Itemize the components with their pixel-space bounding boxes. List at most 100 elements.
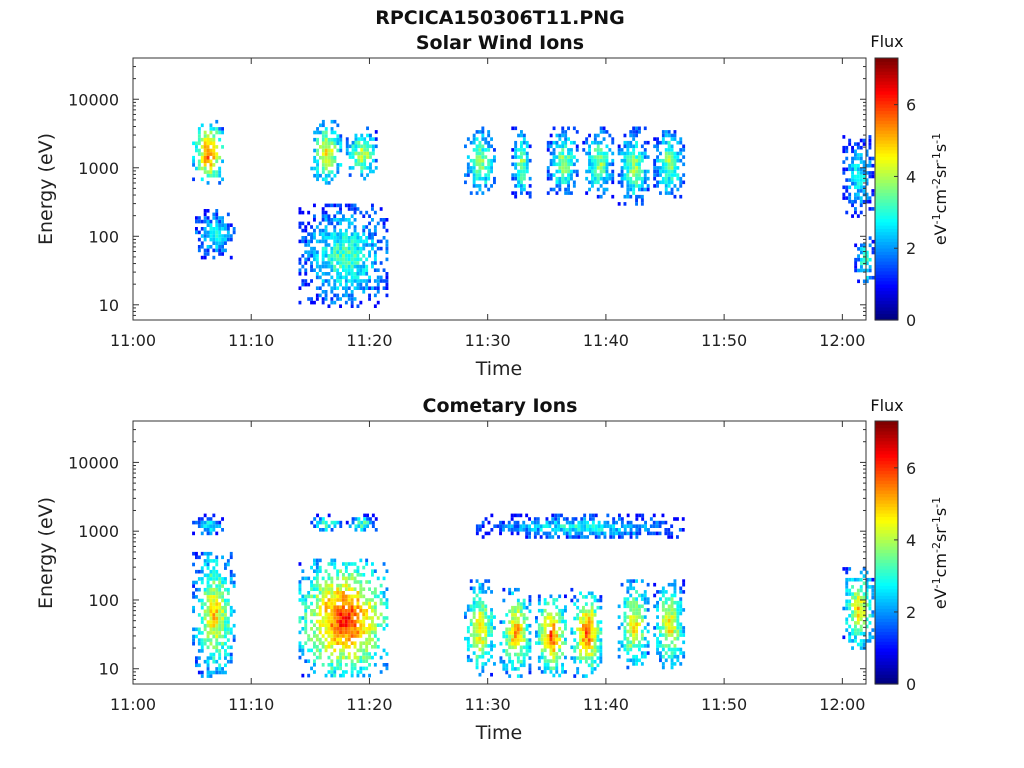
heatmap-cell <box>868 145 872 150</box>
heatmap-cell <box>623 140 627 145</box>
heatmap-cell <box>865 581 869 586</box>
heatmap-cell <box>640 155 644 159</box>
heatmap-cell <box>520 187 523 192</box>
heatmap-cell <box>546 176 550 181</box>
heatmap-cell <box>376 239 380 244</box>
heatmap-cell <box>376 616 380 620</box>
heatmap-cell <box>505 667 509 671</box>
heatmap-cell <box>640 618 644 623</box>
heatmap-cell <box>646 629 650 634</box>
heatmap-cell <box>525 649 529 653</box>
heatmap-cell <box>212 216 216 220</box>
heatmap-cell <box>664 658 668 663</box>
heatmap-cell <box>209 227 213 231</box>
heatmap-cell <box>679 622 683 627</box>
y-tick-label: 100 <box>88 591 119 610</box>
heatmap-cell <box>209 152 213 156</box>
heatmap-cell <box>333 214 337 218</box>
heatmap-cell <box>315 565 319 570</box>
heatmap-cell <box>333 250 337 254</box>
heatmap-cell <box>350 609 354 613</box>
heatmap-cell <box>318 286 322 290</box>
heatmap-cell <box>200 227 204 231</box>
heatmap-cell <box>644 524 647 528</box>
heatmap-cell <box>517 133 520 138</box>
heatmap-cell <box>197 159 201 164</box>
heatmap-cell <box>359 666 363 671</box>
heatmap-cell <box>359 630 363 635</box>
heatmap-cell <box>365 272 369 276</box>
heatmap-cell <box>209 616 213 621</box>
heatmap-cell <box>593 155 597 159</box>
heatmap-cell <box>350 612 354 617</box>
heatmap-cell <box>327 155 331 160</box>
heatmap-cell <box>667 140 671 145</box>
heatmap-cell <box>359 268 363 272</box>
colorbar-segment <box>875 287 898 292</box>
heatmap-cell <box>558 612 562 617</box>
heatmap-cell <box>519 513 523 518</box>
heatmap-cell <box>316 177 319 182</box>
heatmap-cell <box>318 648 322 653</box>
heatmap-cell <box>313 268 316 272</box>
heatmap-cell <box>478 187 482 192</box>
heatmap-cell <box>478 155 482 159</box>
heatmap-cell <box>670 133 674 138</box>
colorbar-segment <box>875 519 898 524</box>
heatmap-cell <box>856 617 860 622</box>
heatmap-cell <box>212 520 216 525</box>
heatmap-cell <box>339 616 342 620</box>
heatmap-cell <box>670 662 674 666</box>
heatmap-cell <box>582 613 585 617</box>
heatmap-cell <box>298 648 302 653</box>
heatmap-cell <box>490 626 493 630</box>
heatmap-cell <box>356 619 360 624</box>
heatmap-cell <box>584 595 588 599</box>
heatmap-cell <box>602 155 606 159</box>
heatmap-cell <box>330 598 334 602</box>
heatmap-cell <box>206 659 210 664</box>
colorbar-segment <box>875 450 898 455</box>
heatmap-cell <box>206 595 210 599</box>
heatmap-cell <box>514 144 518 149</box>
heatmap-cell <box>596 663 600 668</box>
heatmap-cell <box>520 191 523 195</box>
colorbar-segment <box>875 211 898 216</box>
heatmap-cell <box>552 637 556 642</box>
heatmap-cell <box>344 250 348 254</box>
colorbar-segment <box>875 152 898 157</box>
heatmap-cell <box>842 185 846 190</box>
heatmap-cell <box>350 641 354 645</box>
heatmap-cell <box>868 265 872 269</box>
heatmap-cell <box>313 524 317 528</box>
heatmap-cell <box>209 620 213 624</box>
heatmap-cell <box>321 163 325 167</box>
heatmap-cell <box>366 151 369 156</box>
heatmap-cell <box>206 609 210 614</box>
heatmap-cell <box>212 609 216 614</box>
heatmap-cell <box>653 582 657 587</box>
heatmap-cell <box>865 149 869 154</box>
heatmap-cell <box>605 169 609 174</box>
heatmap-cell <box>487 586 491 591</box>
heatmap-cell <box>301 594 305 599</box>
heatmap-cell <box>313 236 316 240</box>
heatmap-cell <box>192 605 195 610</box>
heatmap-cell <box>315 261 319 265</box>
heatmap-cell <box>203 219 207 224</box>
heatmap-cell <box>842 635 846 640</box>
heatmap-cell <box>478 176 482 181</box>
heatmap-cell <box>682 608 686 612</box>
heatmap-cell <box>192 163 195 167</box>
heatmap-cell <box>369 169 372 174</box>
heatmap-cell <box>363 524 367 528</box>
heatmap-cell <box>535 619 538 624</box>
heatmap-cell <box>682 654 686 659</box>
heatmap-cell <box>215 219 219 224</box>
heatmap-cell <box>845 189 849 193</box>
heatmap-cell <box>200 234 204 238</box>
heatmap-cell <box>681 528 685 532</box>
heatmap-cell <box>632 148 636 152</box>
colorbar-segment <box>875 430 898 435</box>
heatmap-cell <box>859 599 863 604</box>
